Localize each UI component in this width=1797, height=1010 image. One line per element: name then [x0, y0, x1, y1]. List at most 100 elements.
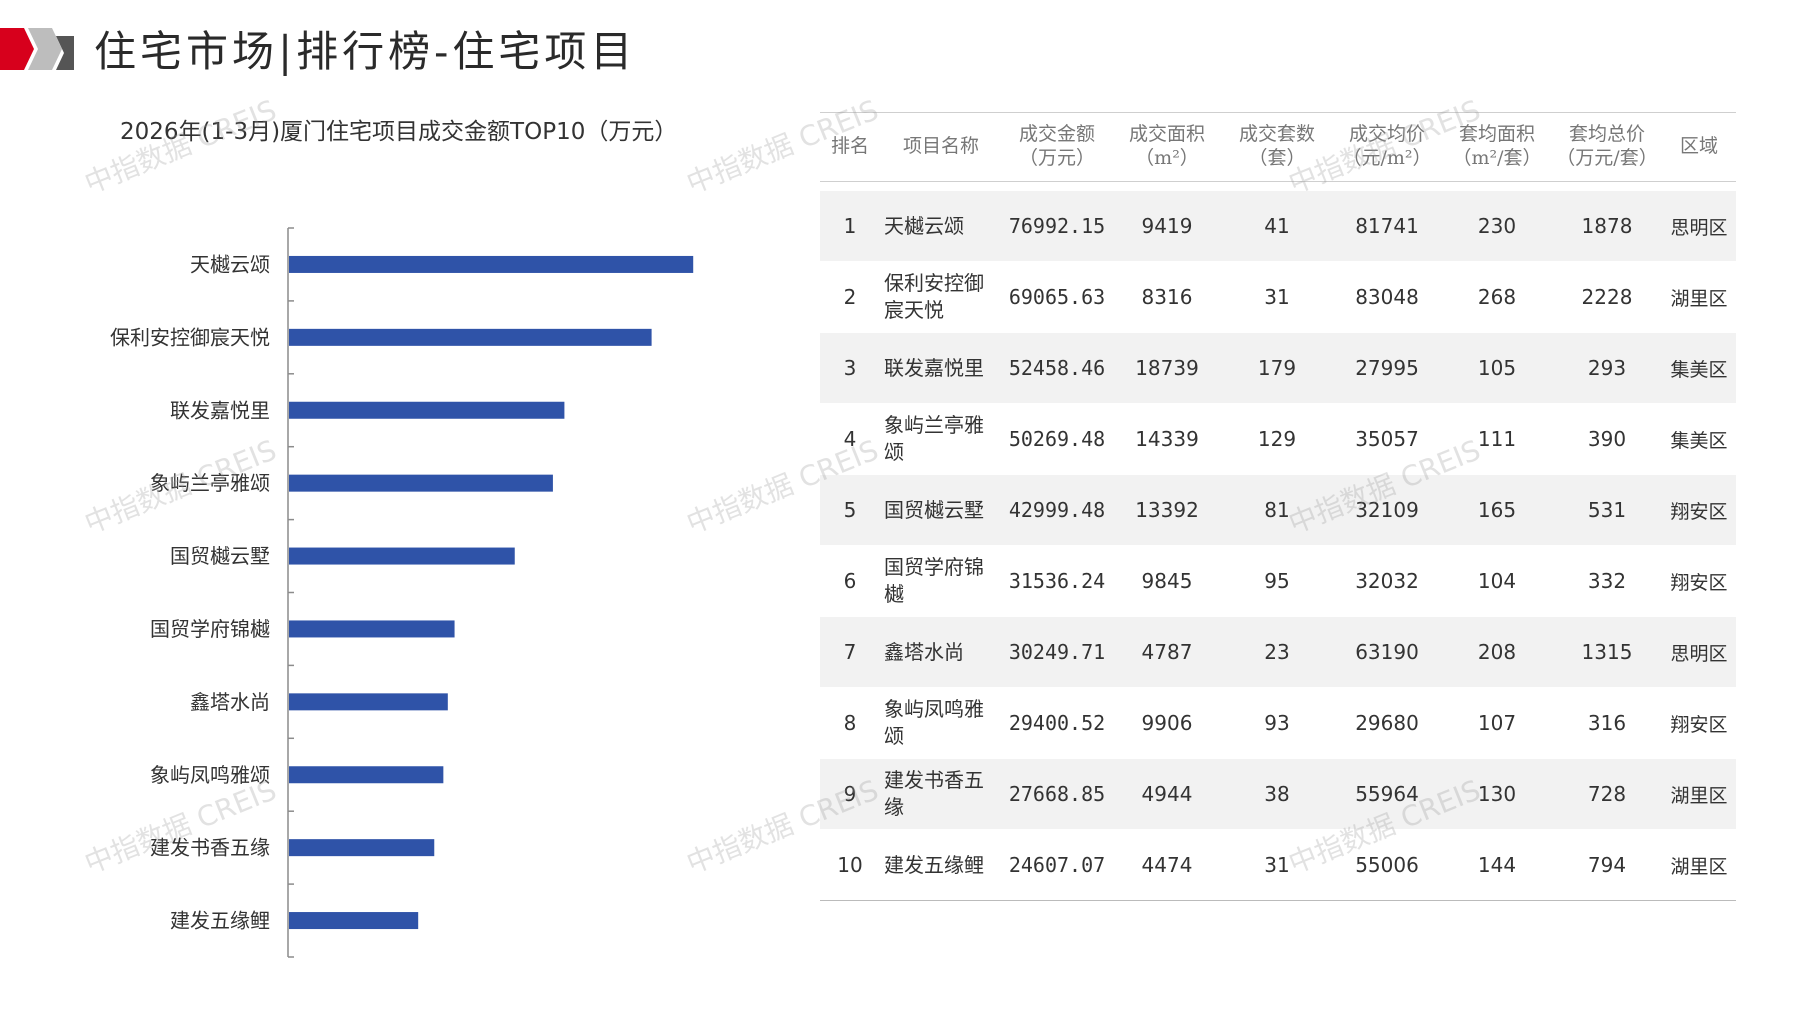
area-cell: 13392 [1112, 474, 1222, 546]
category-label: 象屿兰亭雅颂 [150, 471, 270, 495]
area-cell: 9845 [1112, 545, 1222, 617]
rank-cell: 6 [820, 545, 880, 617]
amount-cell: 50269.48 [1002, 403, 1112, 475]
avg-area-cell: 105 [1442, 332, 1552, 404]
bar-2 [289, 328, 652, 346]
avg-total-cell: 332 [1552, 545, 1662, 617]
avg-total-cell: 531 [1552, 474, 1662, 546]
table-spacer [820, 181, 1736, 191]
avg-area-cell: 208 [1442, 616, 1552, 688]
category-label: 国贸学府锦樾 [150, 617, 270, 641]
project-name-cell: 国贸樾云墅 [880, 474, 1002, 546]
bar-10 [289, 912, 419, 930]
rank-cell: 3 [820, 332, 880, 404]
column-header: 成交面积 （m²） [1112, 112, 1222, 182]
amount-cell: 29400.52 [1002, 687, 1112, 759]
project-name-cell: 鑫塔水尚 [880, 616, 1002, 688]
logo-dark-shape [56, 36, 74, 70]
column-header: 区域 [1662, 112, 1736, 182]
avg-total-cell: 1315 [1552, 616, 1662, 688]
bar-5 [289, 547, 515, 565]
column-header: 套均总价 （万元/套） [1552, 112, 1662, 182]
area-cell: 9906 [1112, 687, 1222, 759]
amount-cell: 42999.48 [1002, 474, 1112, 546]
avg-area-cell: 268 [1442, 261, 1552, 333]
category-label: 建发五缘鲤 [170, 909, 270, 933]
units-cell: 81 [1222, 474, 1332, 546]
district-cell: 湖里区 [1662, 261, 1736, 333]
avg-price-cell: 32032 [1332, 545, 1442, 617]
bar-8 [289, 766, 444, 784]
avg-area-cell: 165 [1442, 474, 1552, 546]
district-cell: 翔安区 [1662, 474, 1736, 546]
column-header: 排名 [820, 112, 880, 182]
units-cell: 31 [1222, 829, 1332, 901]
rank-cell: 1 [820, 190, 880, 262]
rank-cell: 8 [820, 687, 880, 759]
area-cell: 18739 [1112, 332, 1222, 404]
bar-4 [289, 474, 553, 492]
district-cell: 思明区 [1662, 190, 1736, 262]
avg-area-cell: 104 [1442, 545, 1552, 617]
area-cell: 8316 [1112, 261, 1222, 333]
avg-area-cell: 144 [1442, 829, 1552, 901]
bar-chart: 天樾云颂保利安控御宸天悦联发嘉悦里象屿兰亭雅颂国贸樾云墅国贸学府锦樾鑫塔水尚象屿… [110, 227, 694, 958]
amount-cell: 76992.15 [1002, 190, 1112, 262]
area-cell: 14339 [1112, 403, 1222, 475]
rank-cell: 10 [820, 829, 880, 901]
area-cell: 4944 [1112, 758, 1222, 830]
table-body: 1 天樾云颂 76992.15 9419 41 81741 230 1878 思明区 2 保利安控御… [820, 181, 1736, 901]
avg-price-cell: 83048 [1332, 261, 1442, 333]
amount-cell: 30249.71 [1002, 616, 1112, 688]
table-row: 4 象屿兰亭雅颂 50269.48 14339 129 35057 111 390 集美区 [820, 403, 1736, 475]
avg-price-cell: 32109 [1332, 474, 1442, 546]
table-row: 1 天樾云颂 76992.15 9419 41 81741 230 1878 思明区 [820, 190, 1736, 262]
project-name-cell: 建发五缘鲤 [880, 829, 1002, 901]
rank-cell: 2 [820, 261, 880, 333]
district-cell: 翔安区 [1662, 687, 1736, 759]
bar-6 [289, 620, 455, 638]
district-cell: 思明区 [1662, 616, 1736, 688]
project-name-cell: 国贸学府锦樾 [880, 545, 1002, 617]
category-label: 国贸樾云墅 [170, 544, 270, 568]
amount-cell: 27668.85 [1002, 758, 1112, 830]
units-cell: 93 [1222, 687, 1332, 759]
district-cell: 翔安区 [1662, 545, 1736, 617]
units-cell: 38 [1222, 758, 1332, 830]
avg-area-cell: 230 [1442, 190, 1552, 262]
category-label: 联发嘉悦里 [170, 398, 270, 422]
amount-cell: 31536.24 [1002, 545, 1112, 617]
units-cell: 179 [1222, 332, 1332, 404]
project-name-cell: 建发书香五缘 [880, 758, 1002, 830]
table-row: 9 建发书香五缘 27668.85 4944 38 55964 130 728 湖里区 [820, 758, 1736, 830]
avg-total-cell: 293 [1552, 332, 1662, 404]
project-name-cell: 联发嘉悦里 [880, 332, 1002, 404]
category-label: 象屿凤鸣雅颂 [150, 763, 270, 787]
logo-red-shape [0, 28, 34, 70]
rank-cell: 7 [820, 616, 880, 688]
area-cell: 4474 [1112, 829, 1222, 901]
category-label: 天樾云颂 [190, 252, 270, 276]
avg-total-cell: 316 [1552, 687, 1662, 759]
bar-9 [289, 839, 435, 857]
brand-logo [0, 28, 74, 70]
district-cell: 湖里区 [1662, 829, 1736, 901]
column-header: 成交套数 （套） [1222, 112, 1332, 182]
avg-price-cell: 81741 [1332, 190, 1442, 262]
column-header: 成交均价 （元/m²） [1332, 112, 1442, 182]
avg-area-cell: 107 [1442, 687, 1552, 759]
district-cell: 集美区 [1662, 403, 1736, 475]
rank-cell: 9 [820, 758, 880, 830]
project-name-cell: 保利安控御宸天悦 [880, 261, 1002, 333]
project-name-cell: 象屿凤鸣雅颂 [880, 687, 1002, 759]
avg-area-cell: 111 [1442, 403, 1552, 475]
table-row: 2 保利安控御宸天悦 69065.63 8316 31 83048 268 2228 湖里区 [820, 261, 1736, 333]
district-cell: 湖里区 [1662, 758, 1736, 830]
table-row: 5 国贸樾云墅 42999.48 13392 81 32109 165 531 翔安区 [820, 474, 1736, 546]
project-name-cell: 天樾云颂 [880, 190, 1002, 262]
bar-1 [289, 255, 694, 273]
table-header-row: 排名 项目名称 成交金额 （万元） 成交面积 （m²） 成交套数 （套） 成交均价 （元/m²）套… [820, 112, 1736, 182]
units-cell: 23 [1222, 616, 1332, 688]
chart-title: 2026年(1-3月)厦门住宅项目成交金额TOP10（万元） [120, 119, 678, 145]
units-cell: 95 [1222, 545, 1332, 617]
